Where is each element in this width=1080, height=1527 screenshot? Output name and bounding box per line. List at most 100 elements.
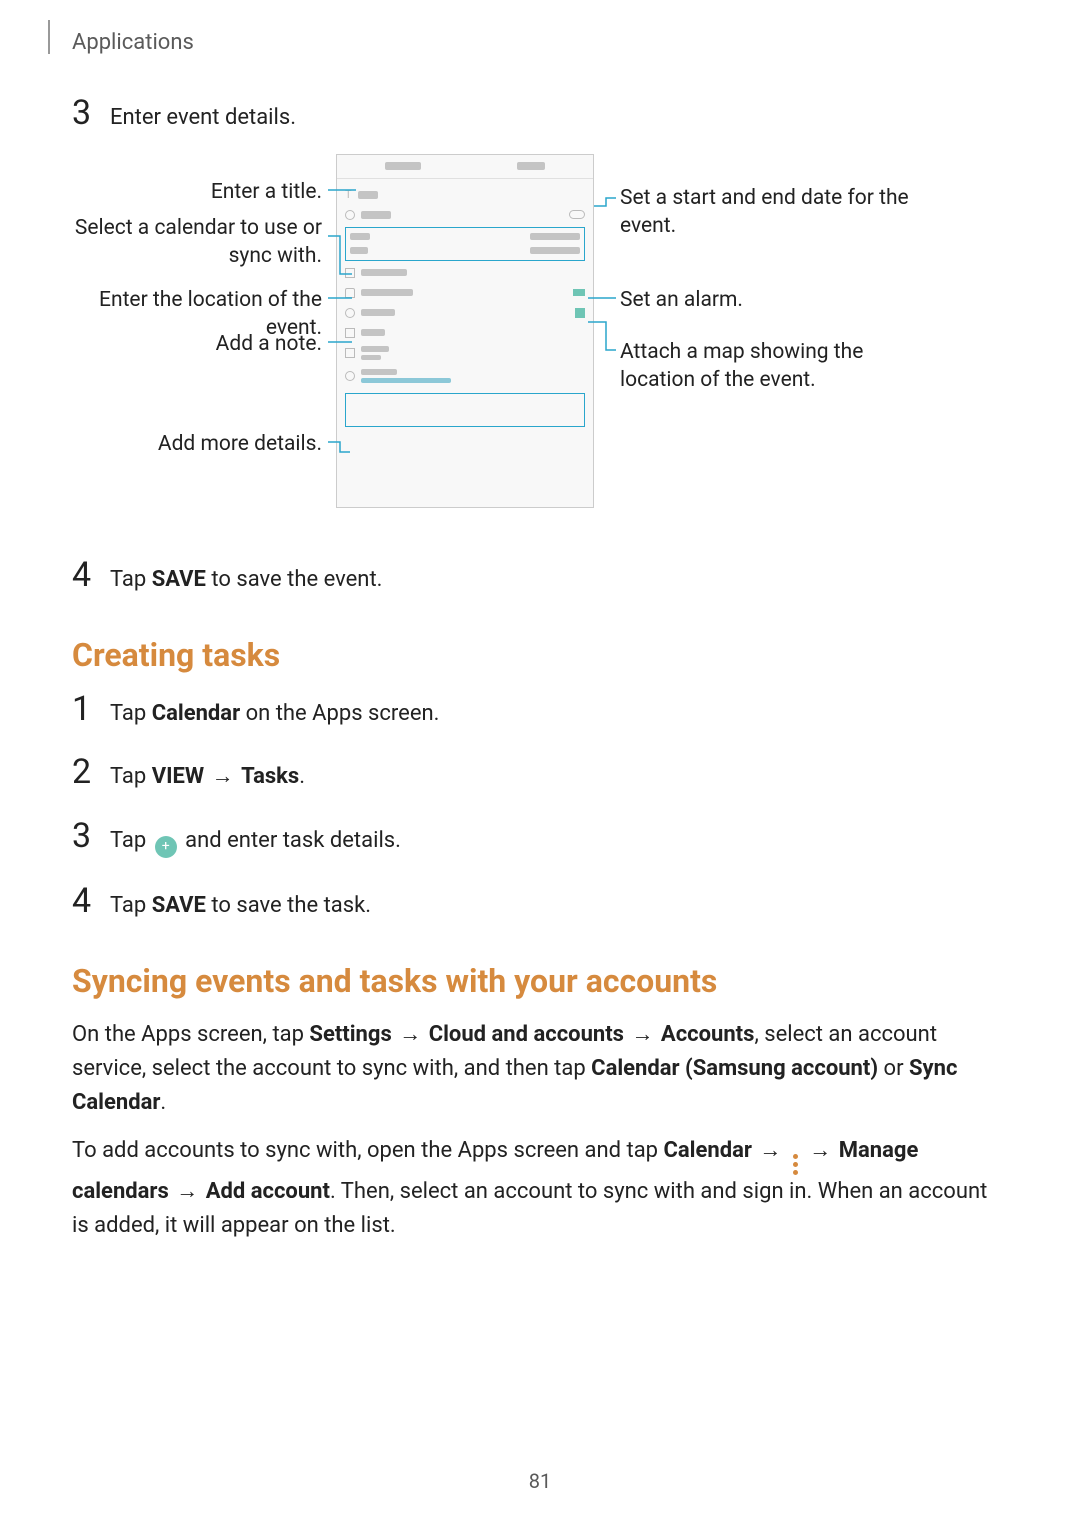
blur-text <box>517 162 545 170</box>
callout-alarm: Set an alarm. <box>620 286 920 314</box>
step-text: Tap VIEW → Tasks. <box>110 756 305 793</box>
blur-text <box>361 329 385 336</box>
sync-paragraph-1: On the Apps screen, tap Settings → Cloud… <box>72 1018 1008 1120</box>
heading-creating-tasks: Creating tasks <box>72 636 1008 674</box>
bold: Calendar <box>152 701 240 726</box>
bold: Calendar <box>664 1138 752 1163</box>
bold: Settings <box>309 1022 391 1047</box>
t-icon: T <box>345 188 352 201</box>
text: Tap <box>110 893 152 918</box>
callout-text: Attach a map showing the <box>620 340 863 364</box>
blur-text <box>361 369 397 375</box>
step-number: 4 <box>72 884 110 918</box>
bold: Cloud and accounts <box>429 1022 624 1047</box>
page-content: 3 Enter event details. T <box>72 96 1008 1257</box>
bold: Accounts <box>661 1022 755 1047</box>
repeat-row <box>337 343 593 363</box>
blur-link <box>361 378 451 383</box>
step-number: 4 <box>72 558 110 592</box>
blur-text <box>361 269 407 276</box>
bold: Add account <box>206 1179 330 1204</box>
text: and enter task details. <box>180 828 401 853</box>
tasks-steps: 1 Tap Calendar on the Apps screen. 2 Tap… <box>72 692 1008 922</box>
date-box <box>345 227 585 261</box>
callout-text: sync with. <box>229 244 322 268</box>
text: Tap <box>110 828 152 853</box>
bold: SAVE <box>152 567 206 592</box>
toggle-icon <box>569 210 585 219</box>
callout-map: Attach a map showing the location of the… <box>620 338 940 395</box>
event-diagram: T <box>72 154 1008 534</box>
arrow: → <box>394 1022 427 1047</box>
blur-text <box>350 247 368 254</box>
blur-text <box>361 346 389 352</box>
clock-icon <box>345 210 355 220</box>
callout-date: Set a start and end date for the event. <box>620 184 960 241</box>
blur-text <box>530 233 580 240</box>
text: Tap <box>110 567 152 592</box>
location-row <box>337 303 593 323</box>
step-4a: 4 Tap SAVE to save the event. <box>72 558 1008 596</box>
header-rule <box>48 20 50 54</box>
phone-mock: T <box>336 154 594 508</box>
more-icon <box>793 1154 798 1175</box>
text: . <box>299 764 305 789</box>
bold: Calendar (Samsung account) <box>591 1056 878 1081</box>
task-step-2: 2 Tap VIEW → Tasks. <box>72 755 1008 793</box>
more-box <box>345 393 585 427</box>
header-section-label: Applications <box>72 30 194 55</box>
step-3: 3 Enter event details. <box>72 96 1008 134</box>
alarm-badge <box>573 289 585 296</box>
map-badge <box>575 308 585 318</box>
blur-text <box>358 191 378 199</box>
note-row <box>337 323 593 343</box>
task-step-4: 4 Tap SAVE to save the task. <box>72 884 1008 922</box>
allday-row <box>337 205 593 225</box>
blur-text <box>361 309 395 316</box>
callout-more: Add more details. <box>72 430 322 458</box>
text: On the Apps screen, tap <box>72 1022 309 1047</box>
page-number: 81 <box>0 1469 1080 1493</box>
title-row: T <box>337 185 593 205</box>
text: to save the task. <box>206 893 371 918</box>
blur-text <box>361 355 381 360</box>
step-text: Tap SAVE to save the task. <box>110 885 371 922</box>
step-text: Tap Calendar on the Apps screen. <box>110 693 439 730</box>
step-text: Tap SAVE to save the event. <box>110 559 382 596</box>
blur-text <box>350 233 370 240</box>
bell-icon <box>345 288 355 298</box>
plus-icon: + <box>155 836 177 858</box>
arrow: → <box>206 764 239 789</box>
arrow: → <box>804 1138 837 1163</box>
blur-text <box>361 211 391 219</box>
callout-calendar: Select a calendar to use or sync with. <box>72 214 322 271</box>
step-text: Tap + and enter task details. <box>110 820 401 858</box>
callout-text: location of the event. <box>620 368 816 392</box>
bold: Tasks <box>241 764 299 789</box>
text: to save the event. <box>206 567 383 592</box>
callout-text: event. <box>620 214 676 238</box>
text: on the Apps screen. <box>240 701 439 726</box>
phone-topbar <box>337 155 593 179</box>
blur-text <box>361 289 413 296</box>
blur-text <box>385 162 421 170</box>
text: Tap <box>110 764 152 789</box>
step-number: 3 <box>72 819 110 853</box>
step-number: 2 <box>72 755 110 789</box>
repeat-icon <box>345 348 355 358</box>
step-number: 3 <box>72 96 110 130</box>
arrow: → <box>171 1179 204 1204</box>
alarm-row <box>337 283 593 303</box>
text: To add accounts to sync with, open the A… <box>72 1138 664 1163</box>
task-step-1: 1 Tap Calendar on the Apps screen. <box>72 692 1008 730</box>
calendar-row <box>337 263 593 283</box>
callout-title: Enter a title. <box>72 178 322 206</box>
arrow: → <box>754 1138 787 1163</box>
blur-text <box>530 247 580 254</box>
bold: SAVE <box>152 893 206 918</box>
callout-text: Select a calendar to use or <box>75 216 322 240</box>
task-step-3: 3 Tap + and enter task details. <box>72 819 1008 858</box>
callout-text: Set a start and end date for the <box>620 186 909 210</box>
bold: VIEW <box>152 764 204 789</box>
plus-icon <box>345 371 355 381</box>
